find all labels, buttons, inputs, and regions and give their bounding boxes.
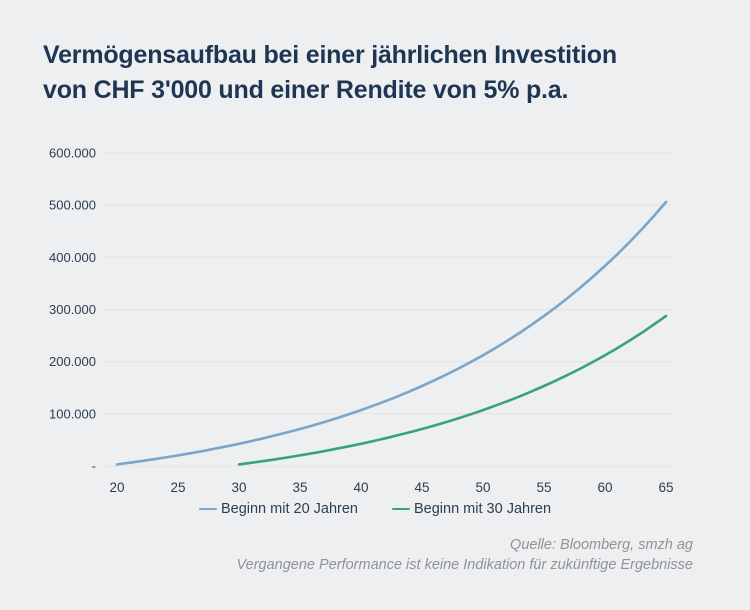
x-axis-tick-label: 55 bbox=[536, 480, 551, 495]
chart-svg: - 100.000 200.000 300.000 400.000 500.000 600.… bbox=[49, 146, 674, 496]
x-axis-tick-label: 30 bbox=[231, 480, 246, 495]
y-axis-tick-label: 400.000 bbox=[49, 250, 96, 265]
x-axis-tick-label: 40 bbox=[353, 480, 368, 495]
y-axis-tick-label: 100.000 bbox=[49, 406, 96, 421]
legend-label: Beginn mit 30 Jahren bbox=[414, 501, 552, 517]
chart-legend: Beginn mit 20 Jahren Beginn mit 30 Jahren bbox=[0, 501, 750, 517]
x-axis-tick-label: 60 bbox=[597, 480, 612, 495]
legend-swatch bbox=[392, 507, 410, 511]
legend-label: Beginn mit 20 Jahren bbox=[220, 501, 358, 517]
series-line-beginn-30 bbox=[237, 314, 668, 466]
y-axis-tick-label: 300.000 bbox=[49, 302, 96, 317]
legend-item: Beginn mit 30 Jahren bbox=[392, 501, 551, 517]
legend-swatch bbox=[198, 507, 217, 511]
x-axis-tick-label: 50 bbox=[475, 480, 490, 495]
source-line-2: Vergangene Performance ist keine Indikat… bbox=[236, 557, 693, 573]
x-axis-tick-label: 65 bbox=[658, 480, 673, 495]
chart-title-line-2: von CHF 3'000 und einer Rendite von 5% p… bbox=[43, 76, 569, 104]
y-axis-tick-label: 500.000 bbox=[49, 198, 96, 213]
legend-item: Beginn mit 20 Jahren bbox=[198, 501, 358, 517]
chart-title-line-1: Vermögensaufbau bei einer jährlichen Inv… bbox=[43, 41, 617, 69]
x-axis-tick-label: 25 bbox=[170, 480, 185, 495]
y-axis-tick-label: - bbox=[92, 459, 96, 474]
series-line-beginn-20 bbox=[115, 200, 668, 466]
y-axis-tick-label: 200.000 bbox=[49, 354, 96, 369]
source-line-1: Quelle: Bloomberg, smzh ag bbox=[510, 537, 693, 553]
x-axis-tick-label: 35 bbox=[292, 480, 307, 495]
y-axis-tick-label: 600.000 bbox=[49, 146, 96, 161]
source-note: Quelle: Bloomberg, smzh ag Vergangene Pe… bbox=[73, 535, 693, 575]
x-axis-tick-label: 45 bbox=[414, 480, 429, 495]
chart-title: Vermögensaufbau bei einer jährlichen Inv… bbox=[43, 38, 723, 108]
x-axis-tick-label: 20 bbox=[109, 480, 124, 495]
